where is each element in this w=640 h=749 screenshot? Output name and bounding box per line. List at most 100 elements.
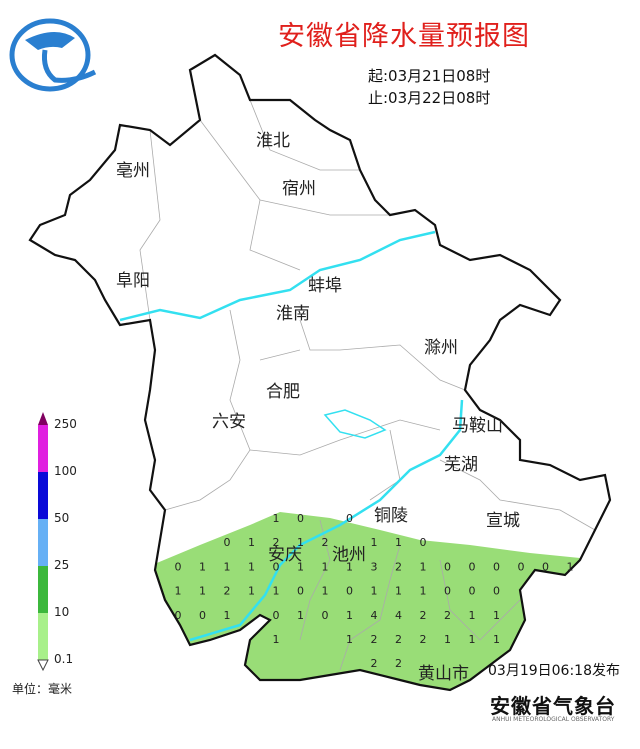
grid-value: 2 <box>395 560 402 573</box>
publish-time: 03月19日06:18发布 <box>488 663 620 679</box>
grid-value: 1 <box>420 560 427 573</box>
grid-value: 1 <box>297 536 304 549</box>
grid-value: 0 <box>444 585 451 598</box>
legend-swatch <box>38 566 48 613</box>
grid-value: 1 <box>297 560 304 573</box>
grid-value: 1 <box>273 585 280 598</box>
organization-subtitle: ANHUI METEOROLOGICAL OBSERVATORY <box>492 716 615 723</box>
city-huainan: 淮南 <box>276 304 310 324</box>
legend-max-arrow <box>38 412 48 425</box>
rivers <box>119 230 464 642</box>
grid-value: 1 <box>346 609 353 622</box>
grid-value: 1 <box>175 585 182 598</box>
legend-colorbar <box>37 412 49 672</box>
grid-value: 1 <box>248 585 255 598</box>
grid-value: 0 <box>493 560 500 573</box>
chaohu-lake <box>323 409 387 439</box>
grid-value: 0 <box>175 609 182 622</box>
grid-value: 1 <box>493 609 500 622</box>
grid-value: 2 <box>420 633 427 646</box>
grid-value: 0 <box>542 560 549 573</box>
grid-value: 1 <box>346 633 353 646</box>
grid-value: 4 <box>371 609 378 622</box>
grid-value: 1 <box>248 560 255 573</box>
city-bengbu: 蚌埠 <box>308 276 342 296</box>
grid-value: 0 <box>444 560 451 573</box>
grid-value: 0 <box>273 560 280 573</box>
grid-value: 1 <box>273 512 280 525</box>
grid-value: 0 <box>346 585 353 598</box>
legend-unit: 单位：毫米 <box>12 682 73 696</box>
legend-swatch <box>38 519 48 566</box>
city-tongling: 铜陵 <box>374 506 408 526</box>
grid-value: 0 <box>273 609 280 622</box>
legend-swatch <box>38 425 48 472</box>
city-labels: 淮北 亳州 宿州 阜阳 蚌埠 淮南 滁州 合肥 六安 马鞍山 芜湖 铜陵 宣城 … <box>116 131 520 684</box>
grid-value: 0 <box>469 560 476 573</box>
city-luan: 六安 <box>212 412 246 432</box>
grid-value: 2 <box>371 633 378 646</box>
legend-tick-label: 250 <box>54 417 77 431</box>
organization-logo-text: 安徽省气象台 <box>490 694 616 718</box>
legend-min-arrow <box>37 659 49 672</box>
grid-value: 0 <box>469 585 476 598</box>
grid-value: 0 <box>322 609 329 622</box>
period-end: 止:03月22日08时 <box>368 89 491 107</box>
legend-tick-label: 100 <box>54 464 77 478</box>
city-wuhu: 芜湖 <box>444 455 478 475</box>
grid-value: 0 <box>493 585 500 598</box>
grid-value: 2 <box>322 536 329 549</box>
grid-value: 0 <box>297 585 304 598</box>
grid-value: 0 <box>199 609 206 622</box>
grid-value: 1 <box>371 536 378 549</box>
grid-value: 2 <box>395 633 402 646</box>
grid-value: 2 <box>395 657 402 670</box>
grid-value: 1 <box>199 560 206 573</box>
grid-value: 4 <box>395 609 402 622</box>
legend-tick-label: 10 <box>54 605 70 619</box>
grid-value: 1 <box>371 585 378 598</box>
logo-icon <box>9 18 97 92</box>
grid-value: 1 <box>469 609 476 622</box>
city-borders <box>139 99 596 671</box>
grid-value: 1 <box>322 560 329 573</box>
yangtze-river <box>189 399 464 642</box>
grid-value: 1 <box>224 609 231 622</box>
grid-value: 0 <box>346 512 353 525</box>
grid-value: 0 <box>175 560 182 573</box>
city-huangshan: 黄山市 <box>418 664 469 684</box>
city-chuzhou: 滁州 <box>424 338 458 358</box>
grid-value: 1 <box>322 585 329 598</box>
grid-value: 1 <box>224 560 231 573</box>
grid-value: 0 <box>297 512 304 525</box>
grid-value: 0 <box>518 560 525 573</box>
legend-tick-label: 50 <box>54 511 70 525</box>
grid-value: 2 <box>224 585 231 598</box>
grid-value: 1 <box>493 633 500 646</box>
grid-value: 1 <box>469 633 476 646</box>
grid-value: 1 <box>395 585 402 598</box>
grid-value: 0 <box>420 536 427 549</box>
period-start: 起:03月21日08时 <box>368 67 491 85</box>
legend-tick-label: 0.1 <box>54 652 74 666</box>
city-hefei: 合肥 <box>266 382 300 402</box>
grid-values: 1 0 0 0 1 2 1 2 1 1 0 0 1 1 1 0 1 1 1 3 2 1 0 0 0 0 0 1 1 1 2 1 1 0 1 0 1 1 1 0… <box>175 512 574 670</box>
grid-value: 1 <box>420 585 427 598</box>
grid-value: 1 <box>567 560 574 573</box>
grid-value: 1 <box>297 609 304 622</box>
grid-value: 2 <box>420 609 427 622</box>
grid-value: 2 <box>444 609 451 622</box>
legend-tick-label: 25 <box>54 558 70 572</box>
city-fuyang: 阜阳 <box>116 271 150 291</box>
grid-value: 0 <box>224 536 231 549</box>
city-xuancheng: 宣城 <box>486 511 520 531</box>
grid-value: 1 <box>199 585 206 598</box>
legend-swatch <box>38 613 48 660</box>
grid-value: 3 <box>371 560 378 573</box>
city-huaibei: 淮北 <box>256 131 290 151</box>
city-anqing: 安庆 <box>268 545 302 565</box>
grid-value: 1 <box>444 633 451 646</box>
legend-swatch <box>38 472 48 519</box>
